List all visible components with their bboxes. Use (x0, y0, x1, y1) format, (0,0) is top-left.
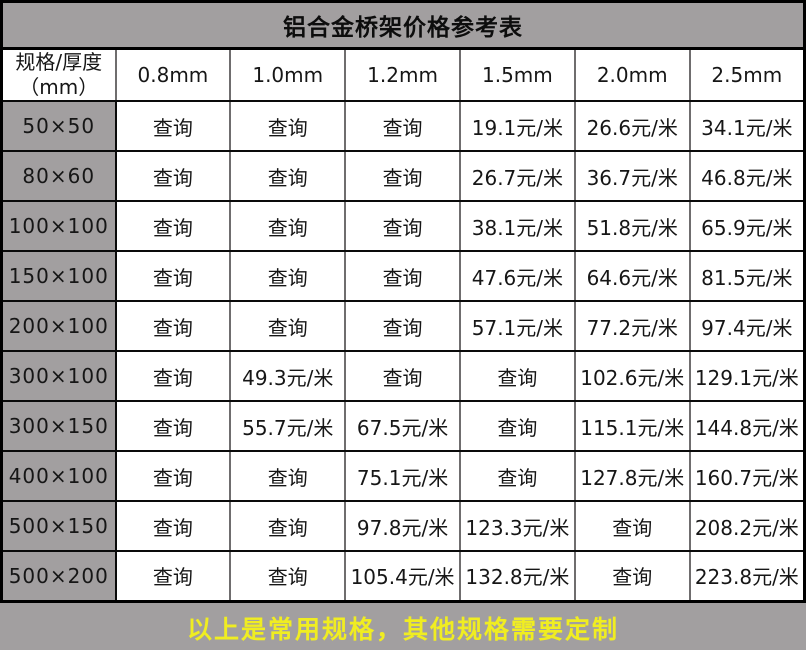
price-cell: 132.8元/米 (458, 550, 576, 602)
col-header-1-5mm: 1.5mm (458, 47, 576, 102)
price-cell: 38.1元/米 (458, 200, 576, 252)
spec-cell: 200×100 (0, 300, 117, 352)
query-cell: 查询 (229, 250, 347, 302)
query-cell: 查询 (114, 300, 232, 352)
price-cell: 26.6元/米 (573, 100, 691, 152)
query-cell: 查询 (114, 550, 232, 602)
query-cell: 查询 (114, 100, 232, 152)
query-cell: 查询 (229, 500, 347, 552)
price-cell: 49.3元/米 (229, 350, 347, 402)
price-cell: 105.4元/米 (344, 550, 461, 602)
query-cell: 查询 (344, 200, 461, 252)
price-cell: 19.1元/米 (458, 100, 576, 152)
col-header-2-0mm: 2.0mm (573, 47, 691, 102)
price-cell: 223.8元/米 (688, 550, 806, 602)
table-row: 200×100 查询 查询 查询 57.1元/米 77.2元/米 97.4元/米 (0, 300, 806, 352)
query-cell: 查询 (573, 500, 691, 552)
query-cell: 查询 (114, 450, 232, 502)
price-cell: 77.2元/米 (573, 300, 691, 352)
table-row: 300×150 查询 55.7元/米 67.5元/米 查询 115.1元/米 144.8元/… (0, 400, 806, 452)
query-cell: 查询 (229, 550, 347, 602)
price-cell: 127.8元/米 (573, 450, 691, 502)
col-header-1-2mm: 1.2mm (344, 47, 461, 102)
price-cell: 47.6元/米 (458, 250, 576, 302)
table-row: 500×150 查询 查询 97.8元/米 123.3元/米 查询 208.2元/米 (0, 500, 806, 552)
query-cell: 查询 (458, 350, 576, 402)
query-cell: 查询 (114, 250, 232, 302)
query-cell: 查询 (458, 450, 576, 502)
spec-cell: 100×100 (0, 200, 117, 252)
spec-cell: 500×200 (0, 550, 117, 602)
price-cell: 75.1元/米 (344, 450, 461, 502)
price-table: 规格/厚度 （mm） 0.8mm 1.0mm 1.2mm 1.5mm 2.0mm… (0, 47, 806, 603)
price-cell: 208.2元/米 (688, 500, 806, 552)
header-row: 规格/厚度 （mm） 0.8mm 1.0mm 1.2mm 1.5mm 2.0mm… (0, 47, 806, 102)
page-title: 铝合金桥架价格参考表 (0, 0, 806, 47)
spec-cell: 500×150 (0, 500, 117, 552)
price-cell: 65.9元/米 (688, 200, 806, 252)
query-cell: 查询 (344, 100, 461, 152)
spec-cell: 80×60 (0, 150, 117, 202)
table-row: 300×100 查询 49.3元/米 查询 查询 102.6元/米 129.1元/米 (0, 350, 806, 402)
query-cell: 查询 (344, 350, 461, 402)
spec-cell: 300×100 (0, 350, 117, 402)
table-row: 100×100 查询 查询 查询 38.1元/米 51.8元/米 65.9元/米 (0, 200, 806, 252)
query-cell: 查询 (229, 300, 347, 352)
price-cell: 51.8元/米 (573, 200, 691, 252)
col-header-1-0mm: 1.0mm (229, 47, 347, 102)
query-cell: 查询 (114, 350, 232, 402)
col-header-2-5mm: 2.5mm (688, 47, 806, 102)
query-cell: 查询 (114, 500, 232, 552)
query-cell: 查询 (458, 400, 576, 452)
query-cell: 查询 (114, 200, 232, 252)
query-cell: 查询 (229, 200, 347, 252)
price-cell: 123.3元/米 (458, 500, 576, 552)
price-cell: 115.1元/米 (573, 400, 691, 452)
spec-cell: 300×150 (0, 400, 117, 452)
table-row: 80×60 查询 查询 查询 26.7元/米 36.7元/米 46.8元/米 (0, 150, 806, 202)
table-row: 400×100 查询 查询 75.1元/米 查询 127.8元/米 160.7元/米 (0, 450, 806, 502)
query-cell: 查询 (229, 100, 347, 152)
query-cell: 查询 (573, 550, 691, 602)
price-cell: 160.7元/米 (688, 450, 806, 502)
price-cell: 55.7元/米 (229, 400, 347, 452)
price-cell: 97.8元/米 (344, 500, 461, 552)
query-cell: 查询 (114, 400, 232, 452)
spec-cell: 150×100 (0, 250, 117, 302)
price-cell: 46.8元/米 (688, 150, 806, 202)
price-cell: 67.5元/米 (344, 400, 461, 452)
price-cell: 102.6元/米 (573, 350, 691, 402)
query-cell: 查询 (114, 150, 232, 202)
query-cell: 查询 (344, 250, 461, 302)
price-cell: 64.6元/米 (573, 250, 691, 302)
query-cell: 查询 (229, 450, 347, 502)
price-cell: 34.1元/米 (688, 100, 806, 152)
price-cell: 81.5元/米 (688, 250, 806, 302)
table-row: 50×50 查询 查询 查询 19.1元/米 26.6元/米 34.1元/米 (0, 100, 806, 152)
query-cell: 查询 (344, 300, 461, 352)
price-cell: 144.8元/米 (688, 400, 806, 452)
price-cell: 57.1元/米 (458, 300, 576, 352)
price-cell: 129.1元/米 (688, 350, 806, 402)
price-cell: 26.7元/米 (458, 150, 576, 202)
corner-header-spec-thickness: 规格/厚度 （mm） (0, 47, 117, 102)
price-cell: 36.7元/米 (573, 150, 691, 202)
footer-note: 以上是常用规格，其他规格需要定制 (0, 602, 806, 650)
spec-cell: 50×50 (0, 100, 117, 152)
price-cell: 97.4元/米 (688, 300, 806, 352)
table-row: 150×100 查询 查询 查询 47.6元/米 64.6元/米 81.5元/米 (0, 250, 806, 302)
table-row: 500×200 查询 查询 105.4元/米 132.8元/米 查询 223.8元/米 (0, 550, 806, 602)
query-cell: 查询 (229, 150, 347, 202)
query-cell: 查询 (344, 150, 461, 202)
spec-cell: 400×100 (0, 450, 117, 502)
col-header-0-8mm: 0.8mm (114, 47, 232, 102)
